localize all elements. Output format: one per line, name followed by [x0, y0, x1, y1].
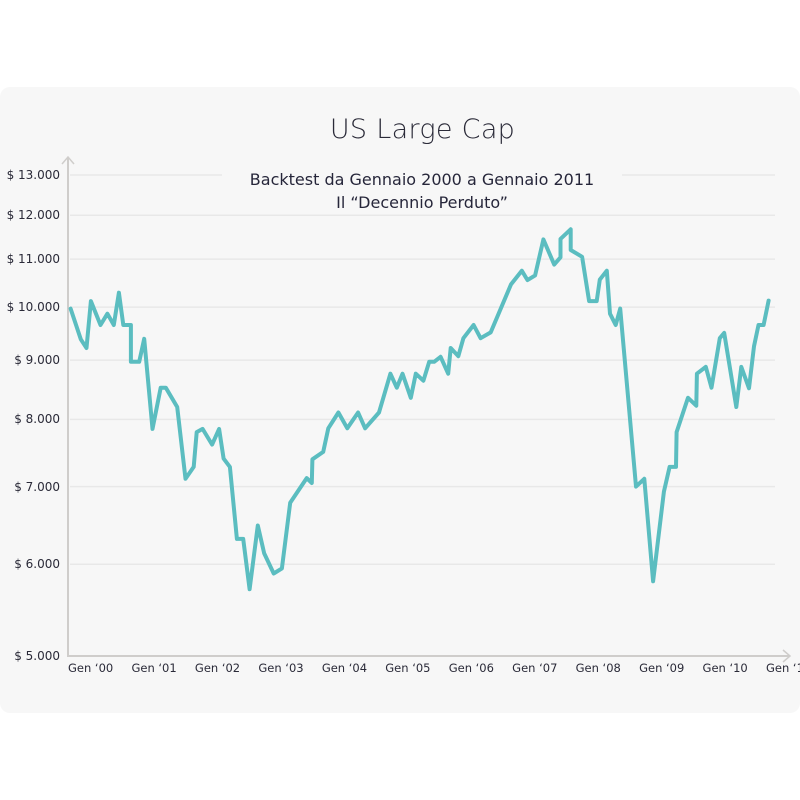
x-tick-label: Gen ‘02 — [194, 661, 241, 675]
axes — [61, 155, 792, 663]
series-line-us-large-cap — [68, 227, 771, 592]
y-tick-label: $ 7.000 — [14, 479, 60, 494]
y-tick-label: $ 9.000 — [14, 353, 60, 368]
x-tick-label: Gen ‘01 — [131, 661, 177, 675]
x-axis-arrow-icon — [782, 649, 792, 663]
x-tick-label: Gen ‘08 — [575, 661, 621, 675]
chart-card — [0, 87, 800, 713]
y-tick-label: $ 5.000 — [14, 649, 60, 663]
y-tick-label: $ 11.000 — [6, 252, 60, 267]
x-tick-label: Gen ‘04 — [321, 661, 368, 675]
y-tick-label: $ 10.000 — [6, 300, 60, 315]
x-tick-label: Gen ‘05 — [385, 661, 431, 675]
x-tick-label: Gen ‘11 — [766, 661, 800, 675]
chart-title: US Large Cap — [329, 114, 516, 145]
y-axis-arrow-icon — [61, 155, 75, 165]
x-tick-label: Gen ‘03 — [258, 661, 304, 675]
chart-subtitle-line-2: Il “Decennio Perduto” — [222, 193, 622, 212]
y-tick-label: $ 12.000 — [6, 208, 60, 223]
x-tick-label: Gen ‘00 — [68, 661, 114, 675]
x-tick-label: Gen ‘06 — [448, 661, 494, 675]
chart-subtitle-line-1: Backtest da Gennaio 2000 a Gennaio 2011 — [222, 170, 622, 189]
x-tick-label: Gen ‘07 — [512, 661, 558, 675]
y-tick-label: $ 8.000 — [14, 412, 60, 427]
x-tick-label: Gen ‘09 — [639, 661, 685, 675]
y-tick-label: $ 6.000 — [14, 557, 60, 572]
y-tick-label: $ 13.000 — [6, 168, 60, 182]
gridlines — [70, 174, 775, 565]
x-tick-label: Gen ‘10 — [702, 661, 748, 675]
